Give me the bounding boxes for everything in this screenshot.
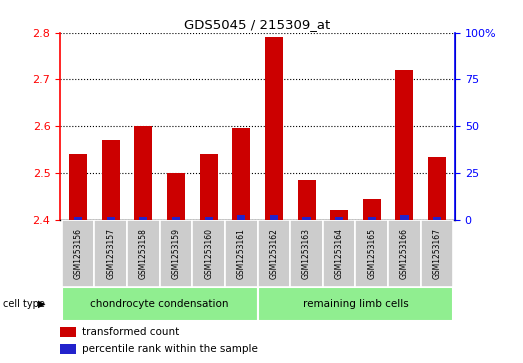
Text: GSM1253165: GSM1253165 — [367, 228, 376, 279]
Text: GSM1253161: GSM1253161 — [237, 228, 246, 278]
Bar — [257, 287, 453, 321]
Bar — [302, 217, 311, 220]
Bar — [428, 156, 446, 220]
Bar — [160, 220, 192, 287]
Bar — [60, 327, 76, 337]
Bar — [323, 220, 356, 287]
Bar — [237, 215, 245, 220]
Bar — [335, 217, 343, 220]
Bar — [200, 154, 218, 220]
Text: cell type: cell type — [3, 299, 44, 309]
Bar — [270, 215, 278, 220]
Bar — [134, 126, 152, 220]
Bar — [330, 210, 348, 220]
Text: GSM1253157: GSM1253157 — [106, 228, 115, 279]
Bar — [290, 220, 323, 287]
Text: remaining limb cells: remaining limb cells — [303, 299, 408, 309]
Bar — [368, 217, 376, 220]
Bar — [172, 217, 180, 220]
Bar — [388, 220, 420, 287]
Bar — [395, 70, 413, 220]
Bar — [192, 220, 225, 287]
Bar — [74, 217, 82, 220]
Bar — [265, 37, 283, 220]
Bar — [107, 217, 115, 220]
Text: GSM1253163: GSM1253163 — [302, 228, 311, 279]
Bar — [102, 140, 120, 220]
Bar — [62, 220, 95, 287]
Bar — [433, 217, 441, 220]
Text: ▶: ▶ — [38, 299, 46, 309]
Text: GSM1253162: GSM1253162 — [269, 228, 278, 278]
Text: chondrocyte condensation: chondrocyte condensation — [90, 299, 229, 309]
Bar — [204, 217, 213, 220]
Bar — [420, 220, 453, 287]
Bar — [400, 215, 408, 220]
Bar — [62, 287, 257, 321]
Text: GSM1253164: GSM1253164 — [335, 228, 344, 279]
Text: transformed count: transformed count — [82, 327, 179, 337]
Bar — [127, 220, 160, 287]
Text: percentile rank within the sample: percentile rank within the sample — [82, 344, 258, 354]
Bar — [95, 220, 127, 287]
Text: GSM1253166: GSM1253166 — [400, 228, 409, 279]
Text: GSM1253156: GSM1253156 — [74, 228, 83, 279]
Bar — [232, 129, 250, 220]
Bar — [356, 220, 388, 287]
Bar — [69, 154, 87, 220]
Bar — [225, 220, 257, 287]
Text: GSM1253167: GSM1253167 — [433, 228, 441, 279]
Bar — [167, 173, 185, 220]
Title: GDS5045 / 215309_at: GDS5045 / 215309_at — [185, 19, 331, 32]
Bar — [60, 344, 76, 354]
Bar — [298, 180, 315, 220]
Bar — [363, 199, 381, 220]
Bar — [257, 220, 290, 287]
Text: GSM1253160: GSM1253160 — [204, 228, 213, 279]
Text: GSM1253159: GSM1253159 — [172, 228, 180, 279]
Text: GSM1253158: GSM1253158 — [139, 228, 148, 278]
Bar — [139, 217, 147, 220]
